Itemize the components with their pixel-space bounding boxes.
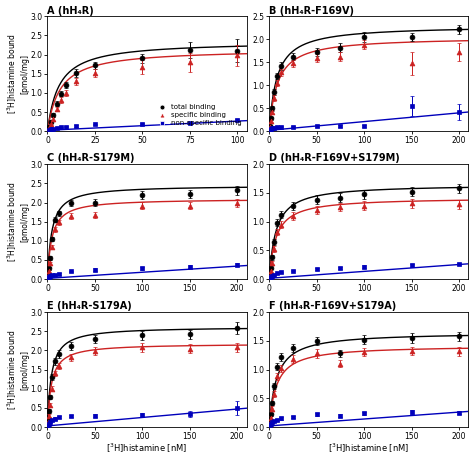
Y-axis label: [$^3$H]histamine bound
[pmol/mg]: [$^3$H]histamine bound [pmol/mg]: [6, 181, 29, 262]
Text: E (hH₄R-S179A): E (hH₄R-S179A): [47, 301, 132, 311]
Text: F (hH₄R-F169V+S179A): F (hH₄R-F169V+S179A): [269, 301, 396, 311]
Text: D (hH₄R-F169V+S179M): D (hH₄R-F169V+S179M): [269, 154, 400, 164]
Y-axis label: [$^3$H]histamine bound
[pmol/mg]: [$^3$H]histamine bound [pmol/mg]: [6, 329, 29, 410]
X-axis label: [$^3$H]histamine [nM]: [$^3$H]histamine [nM]: [328, 442, 410, 455]
X-axis label: [$^3$H]histamine [nM]: [$^3$H]histamine [nM]: [107, 442, 188, 455]
Legend: total binding, specific binding, non-specific binding: total binding, specific binding, non-spe…: [154, 103, 243, 128]
Y-axis label: [$^3$H]histamine bound
[pmol/mg]: [$^3$H]histamine bound [pmol/mg]: [6, 33, 29, 114]
Text: A (hH₄R): A (hH₄R): [47, 6, 94, 16]
Text: B (hH₄R-F169V): B (hH₄R-F169V): [269, 6, 354, 16]
Text: C (hH₄R-S179M): C (hH₄R-S179M): [47, 154, 135, 164]
